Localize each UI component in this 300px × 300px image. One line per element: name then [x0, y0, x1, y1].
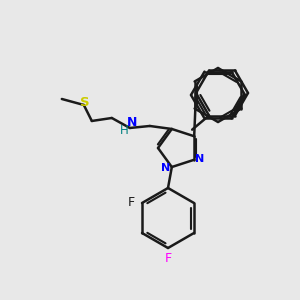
Text: F: F	[164, 251, 172, 265]
Text: F: F	[128, 196, 135, 208]
Text: H: H	[119, 124, 128, 137]
Text: N: N	[195, 154, 204, 164]
Text: N: N	[127, 116, 137, 130]
Text: N: N	[161, 163, 170, 173]
Text: S: S	[80, 97, 90, 110]
